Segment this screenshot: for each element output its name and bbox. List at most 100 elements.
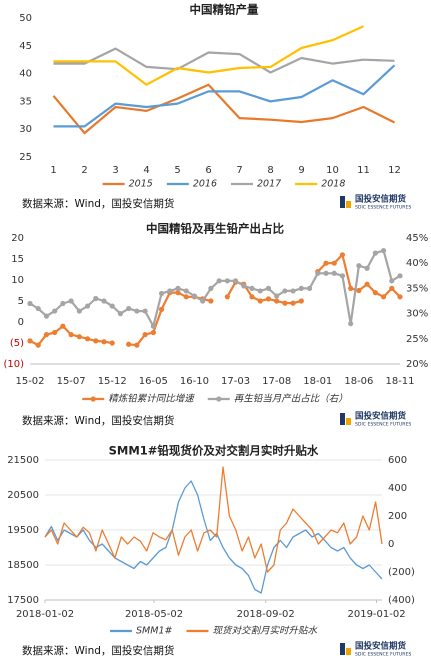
point — [60, 323, 66, 329]
y2-tick-label: (200) — [388, 567, 415, 578]
point — [356, 287, 362, 294]
point — [397, 294, 403, 300]
point — [52, 308, 58, 314]
point — [274, 293, 280, 299]
point — [323, 270, 329, 276]
logo-name: 国投安信期货 — [355, 411, 407, 422]
point — [364, 281, 370, 287]
point — [389, 285, 395, 291]
x-tick-label: 7 — [236, 165, 242, 176]
point — [150, 323, 156, 329]
chart-title: SMM1#铅现货价及对交割月实时升贴水 — [109, 444, 319, 458]
point — [191, 293, 198, 299]
legend-label: SMM1# — [136, 626, 172, 637]
point — [68, 298, 74, 304]
y-tick-label: 35 — [19, 96, 32, 107]
point — [397, 273, 403, 279]
point — [241, 283, 247, 289]
point — [364, 265, 370, 271]
x-tick-label: 16-05 — [139, 376, 168, 387]
y-tick-label: (10) — [3, 359, 24, 370]
point — [126, 341, 132, 347]
legend-label: 精炼铅累计同比增速 — [108, 393, 195, 405]
y-tick-label: 45 — [19, 41, 32, 52]
series-line — [52, 83, 395, 135]
point — [290, 288, 296, 294]
logo-icon — [346, 648, 351, 655]
point — [27, 300, 33, 307]
point — [348, 321, 354, 327]
y2-tick-label: 600 — [388, 455, 407, 466]
point — [35, 305, 41, 312]
x-tick-label: 17-08 — [262, 376, 291, 387]
x-tick-label: 15-07 — [57, 376, 86, 387]
point — [35, 342, 41, 348]
point — [224, 294, 230, 300]
y2-tick-label: 400 — [388, 483, 407, 494]
x-tick-label: 2018-01-02 — [16, 609, 74, 620]
x-tick-label: 18-01 — [303, 376, 332, 387]
y2-tick-label: 20% — [406, 359, 428, 370]
point — [257, 288, 263, 294]
point — [175, 285, 181, 291]
y-tick-label: 17500 — [7, 595, 39, 606]
point — [208, 298, 214, 304]
logo-sub: SDIC ESSENCE FUTURES — [355, 652, 411, 658]
logo-name: 国投安信期货 — [355, 194, 407, 205]
y-tick-label: 5 — [18, 296, 24, 307]
point — [93, 338, 99, 344]
point — [306, 285, 313, 291]
legend-marker — [216, 396, 222, 402]
series-line — [53, 25, 364, 86]
point — [249, 294, 255, 300]
point — [43, 332, 50, 338]
logo-icon — [340, 196, 345, 208]
point — [200, 298, 206, 304]
y-tick-label: 0 — [18, 317, 24, 328]
legend-label: 现货对交割月实时升贴水 — [212, 625, 317, 637]
point — [76, 334, 82, 340]
point — [109, 340, 115, 346]
point — [134, 342, 140, 348]
logo-icon — [346, 201, 351, 208]
point — [76, 308, 82, 314]
x-tick-label: 15-12 — [98, 376, 127, 387]
y-tick-label: (5) — [10, 338, 24, 349]
logo-icon — [340, 413, 345, 425]
point — [372, 290, 378, 296]
y2-tick-label: (400) — [388, 595, 415, 606]
point — [167, 288, 173, 294]
point — [298, 285, 304, 291]
point — [150, 329, 156, 336]
chart-title: 中国精铅及再生铅产出占比 — [146, 222, 284, 236]
point — [257, 298, 263, 304]
legend-label: 2015 — [129, 179, 153, 190]
y2-tick-label: 0 — [388, 539, 394, 550]
point — [249, 285, 255, 291]
point — [356, 263, 362, 269]
point — [331, 270, 337, 276]
x-tick-label: 12 — [388, 165, 401, 176]
logo-sub: SDIC ESSENCE FUTURES — [355, 422, 411, 428]
point — [84, 303, 91, 309]
point — [126, 305, 132, 312]
y-tick-label: 50 — [19, 13, 32, 24]
source-note: 数据来源：Wind，国投安信期货 — [22, 644, 174, 657]
point — [274, 298, 280, 304]
y2-tick-label: 25% — [406, 334, 428, 345]
legend: 2015 2016 2017 2018 — [102, 179, 345, 190]
point — [142, 332, 148, 338]
point — [101, 298, 107, 304]
point — [183, 294, 189, 300]
logo-sub: SDIC ESSENCE FUTURES — [355, 205, 411, 211]
point — [43, 313, 50, 319]
x-tick-label: 2018-09-02 — [237, 609, 295, 620]
x-tick-label: 2 — [81, 165, 87, 176]
series-line — [53, 47, 395, 74]
series-line — [29, 249, 401, 328]
y-tick-label: 40 — [19, 69, 32, 80]
point — [52, 329, 58, 336]
point — [158, 306, 165, 312]
x-tick-label: 10 — [326, 165, 339, 176]
series-line — [44, 466, 383, 573]
